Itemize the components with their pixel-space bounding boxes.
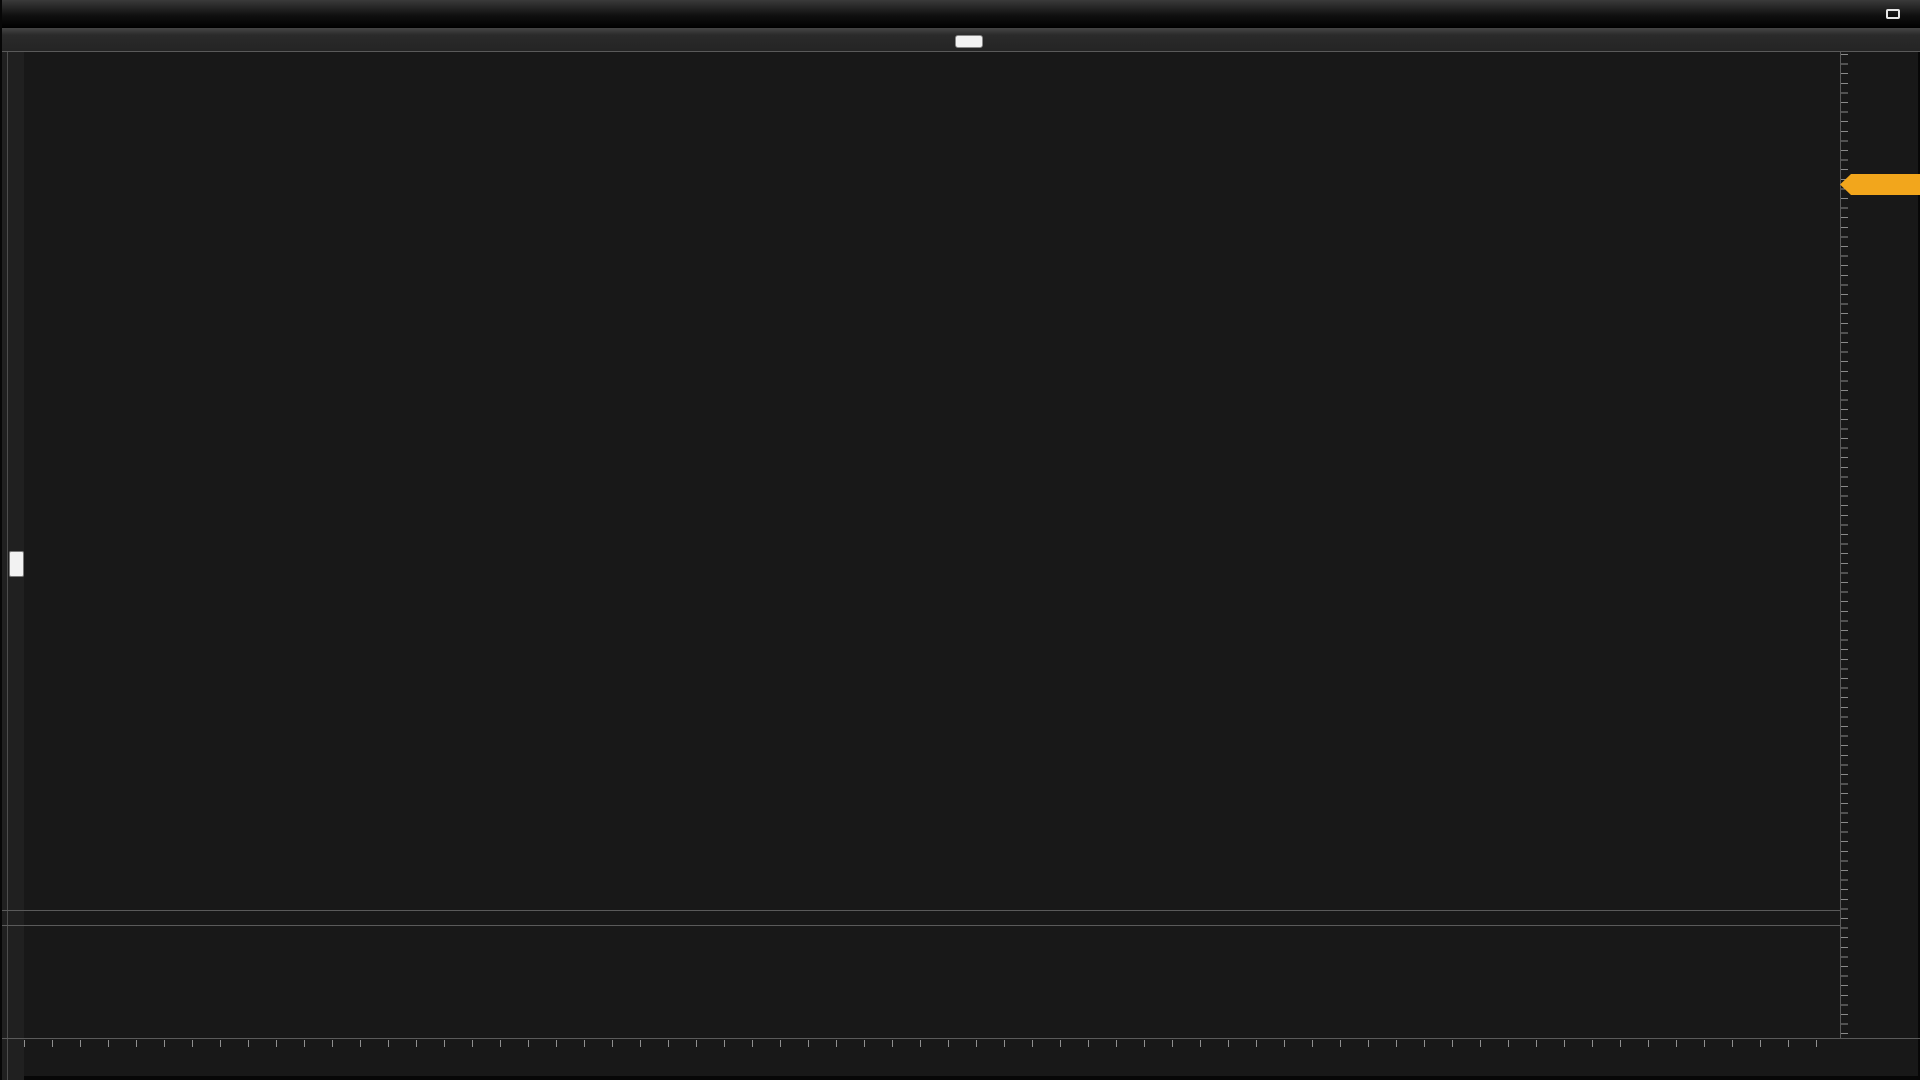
- toolbar-strip: [2, 28, 1920, 52]
- title-bar[interactable]: [2, 0, 1920, 28]
- chart-top-border: [2, 51, 1920, 52]
- panel-divider[interactable]: [2, 910, 1840, 911]
- current-price-badge: [1840, 174, 1920, 195]
- sidebar-expand-button[interactable]: [9, 551, 24, 577]
- left-rail: [2, 52, 24, 1080]
- price-axis-border: [1840, 52, 1841, 1038]
- maximize-icon[interactable]: [1886, 9, 1900, 19]
- panel-collapse-button[interactable]: [955, 35, 983, 48]
- price-axis-ticks[interactable]: [1841, 54, 1848, 1038]
- window-edge-line: [7, 52, 8, 1080]
- stoch-top-border: [2, 925, 1840, 926]
- time-axis-border: [2, 1038, 1920, 1039]
- time-axis-ticks[interactable]: [24, 1040, 1840, 1047]
